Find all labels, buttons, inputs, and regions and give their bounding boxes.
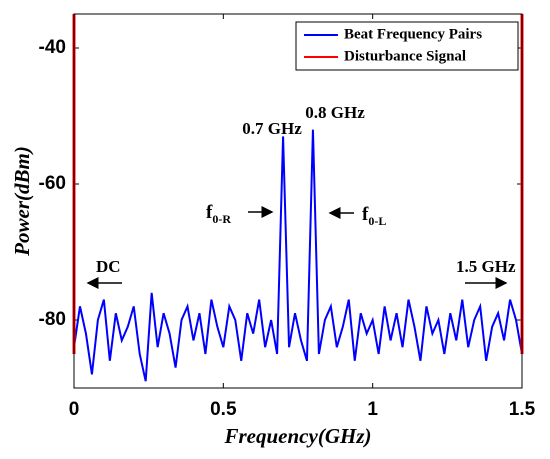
x-tick-label: 1 [367,399,378,420]
y-tick-label: -60 [39,173,66,194]
legend-label: Beat Frequency Pairs [344,26,482,42]
annotation: 0.7 GHz [242,119,302,138]
annotation-subscript: 0-R [212,212,231,226]
annotation: 1.5 GHz [456,257,516,276]
annotation: f0-L [362,204,386,227]
y-axis-label: Power(dBm) [10,146,34,257]
annotation-subscript: 0-L [368,214,386,228]
annotation: 0.8 GHz [305,103,365,122]
series-line [73,129,523,382]
annotation: f0-R [206,202,231,225]
x-tick-label: 0.5 [210,399,237,420]
y-tick-label: -80 [39,309,66,330]
annotation-text: f [206,202,213,223]
x-axis-label: Frequency(GHz) [224,424,372,448]
annotation-text: f [362,204,369,225]
y-tick-label: -40 [39,37,66,58]
x-tick-label: 0 [69,399,80,420]
legend-box [295,21,519,71]
legend-label: Disturbance Signal [344,48,466,64]
x-tick-label: 1.5 [509,399,536,420]
plot-frame [73,13,523,389]
annotation: DC [96,257,121,276]
